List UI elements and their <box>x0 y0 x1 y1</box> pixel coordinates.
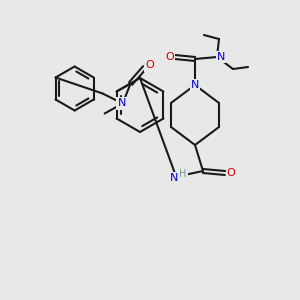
Text: O: O <box>145 61 154 70</box>
Text: O: O <box>166 52 174 62</box>
Text: N: N <box>191 80 199 90</box>
Text: N: N <box>170 173 178 183</box>
Text: H: H <box>179 169 187 179</box>
Text: N: N <box>117 98 126 109</box>
Text: O: O <box>226 168 236 178</box>
Text: N: N <box>217 52 225 62</box>
